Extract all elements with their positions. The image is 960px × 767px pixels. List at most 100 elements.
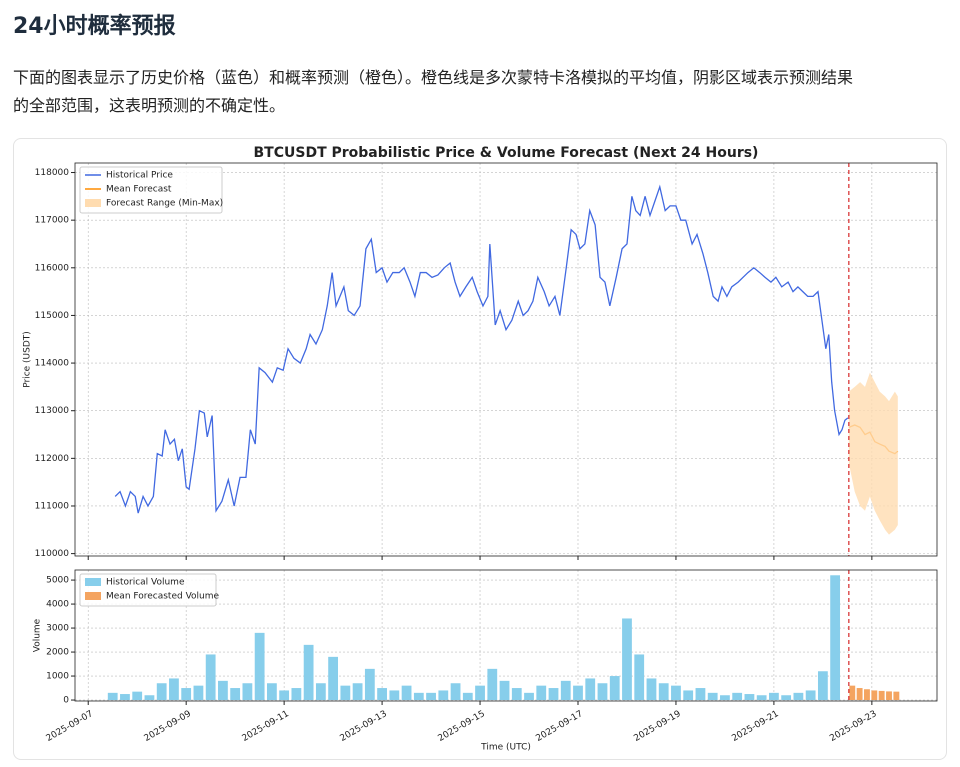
volume-bar [609,676,620,701]
legend-label: Historical Volume [106,578,185,588]
legend-box [79,573,217,607]
y-tick-label: 0 [63,696,69,706]
plot-frame [74,162,938,557]
volume-bar [352,683,363,701]
volume-bar [438,690,449,701]
volume-bar [242,683,253,701]
y-axis-label: Volume [33,618,43,652]
legend-label: Historical Price [106,171,173,181]
volume-bar [524,692,534,701]
volume-bar [597,683,608,701]
x-tick-label: 2025-09-09 [143,709,194,744]
heading: 24小时概率预报 [13,14,176,39]
legend-swatch [85,199,101,207]
volume-bar [871,690,878,701]
legend-label: Forecast Range (Min-Max) [106,199,223,209]
y-tick-label: 112000 [35,454,70,464]
legend-swatch [85,578,101,586]
volume-bar [511,688,522,701]
volume-bar [781,695,792,701]
y-tick-label: 116000 [35,263,70,273]
volume-bar [475,685,485,701]
volume-bar [856,688,863,701]
volume-bar [364,668,375,701]
volume-bar [720,695,730,701]
volume-bar [756,695,767,701]
volume-bar [132,691,143,701]
y-tick-label: 5000 [46,576,69,586]
volume-bar [536,685,547,701]
volume-bar [389,690,400,701]
volume-bar [683,690,694,701]
volume-bar [560,680,571,701]
y-tick-label: 115000 [35,311,70,321]
volume-bar [254,632,265,701]
y-axis-label: Price (USDT) [23,331,33,388]
volume-bar [849,685,856,701]
volume-bar [328,656,339,701]
chart-title: BTCUSDT Probabilistic Price & Volume For… [254,145,759,161]
y-tick-label: 111000 [35,501,70,511]
volume-bar [205,654,216,701]
legend-swatch [85,592,101,600]
y-tick-label: 114000 [35,359,70,369]
volume-bar [230,688,241,701]
volume-bar [462,692,473,701]
volume-bar [169,678,179,701]
volume-bar [830,575,841,701]
volume-bar [886,691,892,701]
volume-bar [585,678,596,701]
y-tick-label: 113000 [35,406,70,416]
volume-bar [499,680,510,701]
legend-box [79,166,223,214]
volume-bar [573,685,583,701]
volume-bar [107,692,118,701]
legend-label: Mean Forecasted Volume [106,592,220,602]
volume-bar [878,690,885,701]
volume-bar [793,692,804,701]
volume-bar [487,668,498,701]
x-tick-label: 2025-09-15 [436,709,486,744]
plot-frame [74,569,938,702]
y-tick-label: 118000 [35,168,70,178]
volume-bar [144,695,155,701]
volume-bar [426,692,436,701]
x-tick-label: 2025-09-21 [730,709,780,744]
volume-bar [450,683,461,701]
volume-bar [864,689,870,701]
volume-bar [181,688,192,701]
volume-bar [266,683,277,701]
x-tick-label: 2025-09-19 [632,709,683,744]
y-tick-label: 4000 [46,600,69,610]
volume-bar [413,692,424,701]
volume-bar [303,644,314,701]
x-tick-label: 2025-09-07 [45,709,95,744]
volume-bar [548,688,559,701]
volume-bar [695,688,706,701]
volume-bar [732,692,743,701]
volume-bar [707,692,718,701]
volume-bar [279,690,290,701]
x-axis-label: Time (UTC) [480,743,531,753]
volume-bar [634,654,645,701]
volume-bar [817,671,828,701]
x-tick-label: 2025-09-11 [241,709,291,744]
volume-bar [120,694,130,701]
price-line [114,184,849,514]
paragraph: 下面的图表显示了历史价格（蓝色）和概率预测（橙色）。橙色线是多次蒙特卡洛模拟的平… [13,68,854,115]
y-tick-label: 110000 [35,549,70,559]
volume-bar [893,691,900,701]
volume-bar [291,688,302,701]
x-tick-label: 2025-09-23 [828,709,878,744]
volume-bar [218,680,228,701]
x-tick-label: 2025-09-17 [534,709,584,744]
y-tick-label: 2000 [46,648,69,658]
volume-bar [340,685,351,701]
forecast-band [848,372,898,535]
volume-bar [622,618,632,701]
volume-bar [401,685,412,701]
x-tick-label: 2025-09-13 [339,709,389,744]
volume-bar [769,692,779,701]
